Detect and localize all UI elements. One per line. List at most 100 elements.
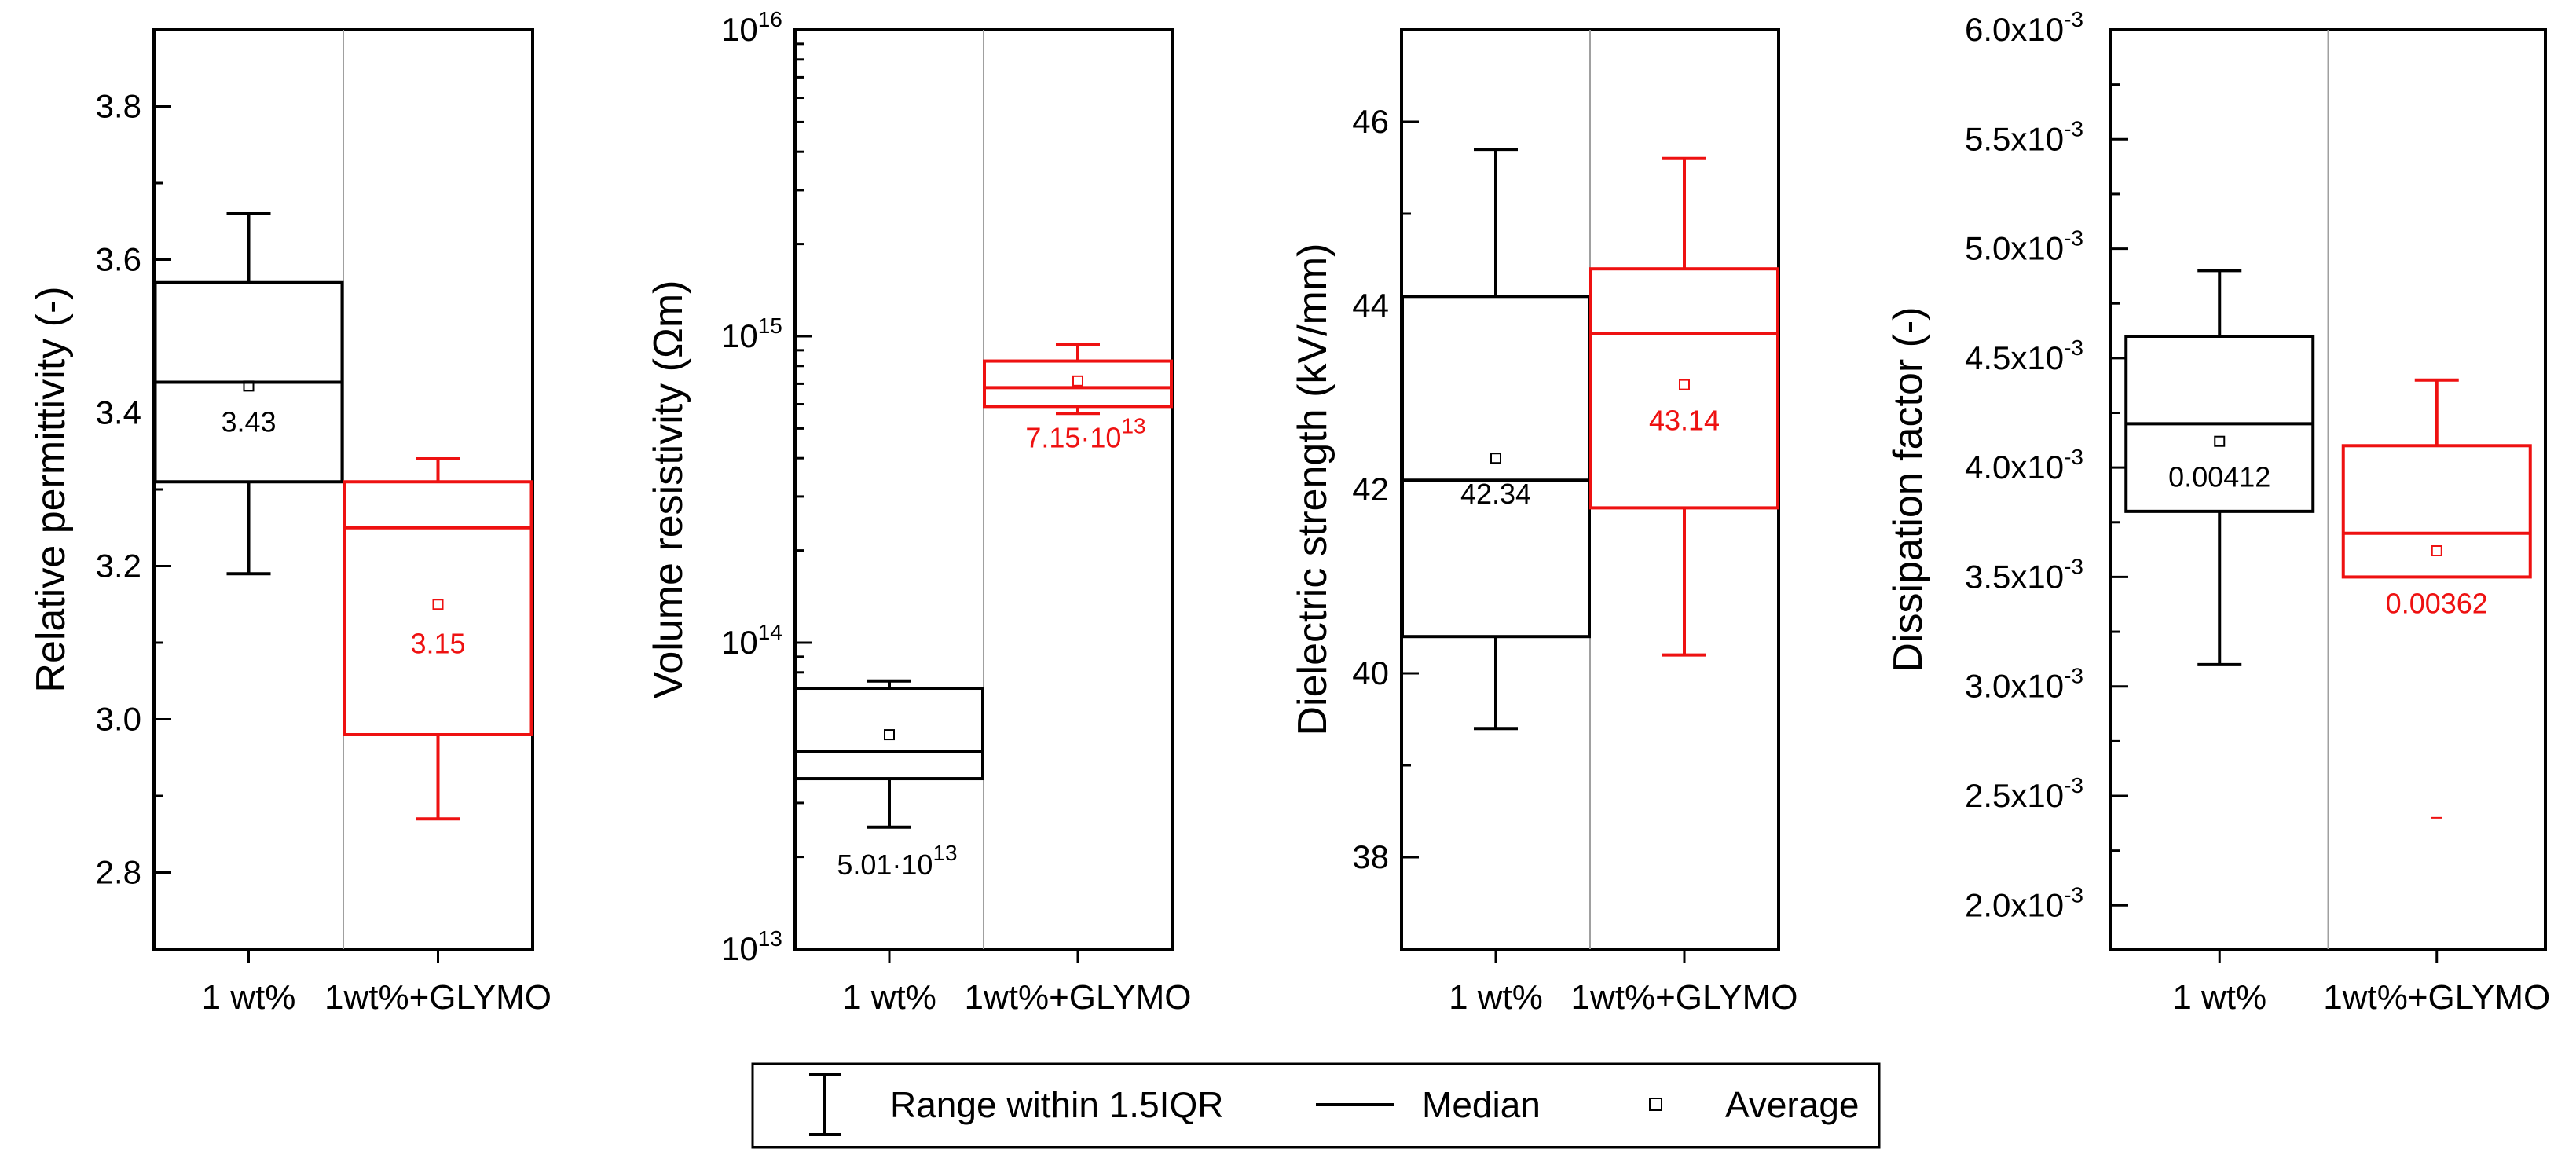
box-1: 5.01·1013 [794,679,984,881]
y-tick-label-exponent: -3 [2064,226,2083,251]
category-label: 1wt%+GLYMO [324,978,551,1017]
y-axis-label: Dielectric strength (kV/mm) [1290,244,1336,736]
chart-panel-3: 38 40 42 44 46 1 wt% 1wt%+GLYMO Dielectric stre… [1290,28,1798,1017]
mean-marker [1490,453,1501,464]
value-label: 0.00362 [2386,587,2488,619]
legend-average-label: Average [1725,1084,1860,1125]
y-tick-label-base: 10 [721,624,758,661]
value-label: 42.34 [1460,478,1531,510]
mean-marker [884,729,895,741]
mean-marker [432,599,444,610]
iqr-box [2341,444,2532,579]
y-tick-label-exponent: 16 [758,7,782,31]
legend-frame [751,1062,1881,1149]
value-label: 3.43 [221,405,276,438]
value-label-base: 5.01·10 [837,849,933,881]
y-tick-label-exponent: -3 [2064,445,2083,469]
y-tick-label: 6.0x10-3 [1965,7,2083,48]
y-axis-label: Dissipation factor (-) [1885,306,1931,672]
chart-panel-1: 2.8 3.0 3.2 3.4 3.6 3.8 1 wt% 1wt%+GLYMO Relativ… [28,28,551,1017]
y-tick-label: 5.5x10-3 [1965,116,2083,157]
mean-marker [2214,435,2226,447]
y-tick-label-base: 4.0x10 [1965,449,2064,486]
value-label: 7.15·1013 [1025,413,1145,453]
value-label: 0.00412 [2168,461,2270,493]
iqr-box [343,480,533,736]
y-tick-label: 1014 [721,620,782,661]
box-2: 43.14 [1589,156,1779,657]
category-label: 1 wt% [1449,978,1543,1017]
legend-range-label: Range within 1.5IQR [890,1084,1223,1125]
legend: Range within 1.5IQR Median Average [751,1062,1881,1149]
category-label: 1 wt% [2172,978,2266,1017]
value-label: 43.14 [1649,405,1720,437]
box-1: 42.34 [1401,148,1591,731]
y-tick-label-base: 10 [721,317,758,354]
y-tick-label-base: 2.5x10 [1965,777,2064,814]
y-tick-label: 3.4 [96,394,141,431]
legend-range-icon [809,1073,841,1136]
y-tick-label: 3.5x10-3 [1965,554,2083,595]
category-label: 1wt%+GLYMO [1571,978,1798,1017]
y-tick-label-base: 5.5x10 [1965,120,2064,157]
y-tick-label-base: 2.0x10 [1965,886,2064,923]
y-tick-label: 1015 [721,313,782,354]
y-tick-label-base: 10 [721,930,758,967]
y-tick-label: 44 [1352,287,1389,324]
y-tick-label: 3.6 [96,241,141,278]
y-tick-label-exponent: -3 [2064,882,2083,907]
y-tick-label: 3.0x10-3 [1965,664,2083,705]
y-tick-label: 38 [1352,838,1389,875]
y-tick-label-exponent: -3 [2064,773,2083,797]
iqr-box [1589,267,1779,510]
y-tick-label: 3.2 [96,548,141,585]
y-tick-label: 40 [1352,654,1389,691]
y-tick-label: 2.8 [96,854,141,891]
y-tick-label-exponent: 14 [758,620,782,644]
y-axis-label: Relative permittivity (-) [28,286,74,692]
box-1: 0.00412 [2124,269,2315,666]
y-tick-label-exponent: -3 [2064,116,2083,141]
y-tick-label-base: 5.0x10 [1965,230,2064,267]
mean-marker [1072,375,1083,387]
value-label-base: 7.15·10 [1025,421,1121,453]
box-1: 3.43 [153,212,344,576]
value-label-exponent: 13 [1121,413,1145,438]
y-tick-label-exponent: 15 [758,313,782,338]
y-tick-label-base: 4.5x10 [1965,339,2064,376]
y-tick-label: 1016 [721,7,782,48]
mean-marker [1679,379,1690,390]
y-tick-label: 3.0 [96,701,141,738]
y-tick-label-exponent: 13 [758,926,782,951]
y-tick-label: 4.0x10-3 [1965,445,2083,486]
y-tick-label-exponent: -3 [2064,335,2083,360]
iqr-box [1401,295,1591,639]
mean-marker [2431,545,2442,556]
y-tick-label: 4.5x10-3 [1965,335,2083,376]
category-label: 1 wt% [202,978,296,1017]
y-tick-label: 3.8 [96,88,141,125]
y-tick-label-base: 3.0x10 [1965,668,2064,705]
category-label: 1wt%+GLYMO [965,978,1192,1017]
y-tick-label: 5.0x10-3 [1965,226,2083,267]
y-tick-label: 46 [1352,103,1389,140]
y-tick-label-base: 10 [721,11,758,48]
value-label: 3.15 [410,627,465,659]
chart-panel-4: 2.0x10-32.5x10-33.0x10-33.5x10-34.0x10-3… [1885,7,2550,1017]
y-tick-label-exponent: -3 [2064,7,2083,31]
mean-marker [243,380,255,392]
iqr-box [794,687,984,781]
legend-average-icon [1649,1098,1662,1111]
value-label-exponent: 13 [933,841,957,865]
y-tick-label-base: 6.0x10 [1965,11,2064,48]
y-tick-label: 2.0x10-3 [1965,882,2083,923]
category-label: 1 wt% [842,978,936,1017]
y-tick-label: 42 [1352,471,1389,508]
y-tick-label-exponent: -3 [2064,554,2083,578]
category-label: 1wt%+GLYMO [2323,978,2550,1017]
box-2: 3.15 [343,457,533,821]
y-axis-label: Volume resistivity (Ωm) [646,280,691,699]
box-2: 7.15·1013 [983,343,1173,453]
